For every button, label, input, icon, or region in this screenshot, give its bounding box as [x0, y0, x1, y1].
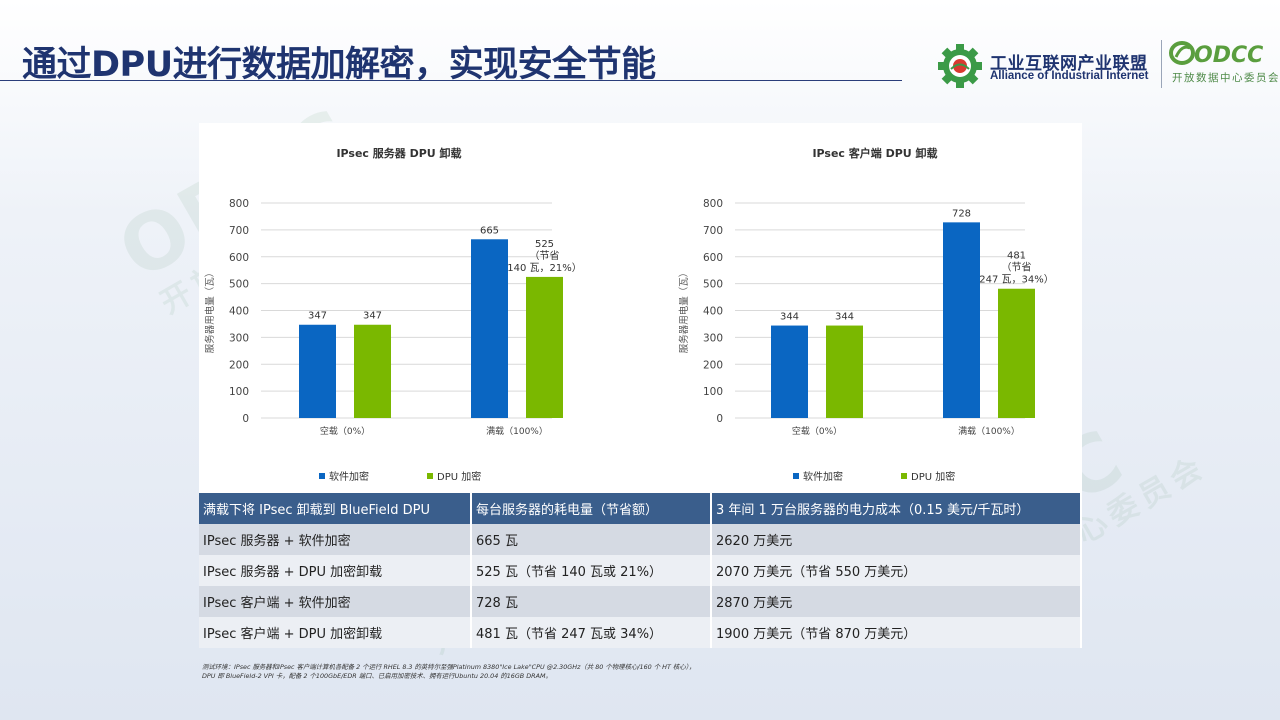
data-label: 247 瓦，34%）: [979, 274, 1054, 286]
bar: [526, 276, 563, 418]
y-tick-label: 300: [703, 332, 723, 344]
page-title: 通过DPU进行数据加解密，实现安全节能: [22, 45, 656, 85]
data-label: 347: [308, 311, 327, 322]
footnote-line: DPU 即 BlueField-2 VPI 卡，配备 2 个100GbE/EDR…: [202, 672, 552, 680]
bar: [943, 222, 980, 418]
y-tick-label: 100: [703, 386, 723, 398]
legend-label: 软件加密: [329, 470, 369, 483]
y-tick-label: 0: [242, 413, 249, 425]
y-tick-label: 200: [229, 359, 249, 371]
footnote-line: 测试环境：IPsec 服务器和IPsec 客户端计算机各配备 2 个运行 RHE…: [202, 663, 696, 671]
table-cell: 2620 万美元: [711, 524, 1082, 555]
legend-label: DPU 加密: [911, 470, 955, 483]
table-cell: 2070 万美元（节省 550 万美元）: [711, 555, 1082, 586]
y-axis-label: 服务器用电量（瓦）: [678, 268, 690, 354]
data-label: 140 瓦，21%）: [507, 262, 582, 274]
odcc-logo-text: ODCC: [1194, 43, 1263, 68]
y-tick-label: 500: [703, 279, 723, 291]
bar: [471, 239, 508, 418]
bar: [771, 325, 808, 418]
data-label: 344: [780, 312, 799, 323]
table-cell: IPsec 服务器 + DPU 加密卸载: [199, 555, 472, 586]
y-tick-label: 100: [229, 386, 249, 398]
table-row: IPsec 服务器 + DPU 加密卸载 525 瓦（节省 140 瓦或 21%…: [199, 555, 1082, 586]
y-tick-label: 300: [229, 332, 249, 344]
data-label: （节省: [530, 249, 560, 262]
data-label: 665: [480, 225, 499, 236]
data-label: 344: [835, 312, 854, 323]
data-label: （节省: [1002, 261, 1032, 274]
table-cell: 1900 万美元（节省 870 万美元）: [711, 617, 1082, 648]
title-divider: [0, 80, 902, 81]
bar: [354, 324, 391, 418]
y-tick-label: 400: [703, 306, 723, 318]
chart-title: IPsec 客户端 DPU 卸载: [812, 146, 937, 160]
legend-swatch: [901, 473, 907, 479]
x-tick-label: 空载（0%）: [320, 425, 370, 437]
table-row: IPsec 客户端 + 软件加密 728 瓦 2870 万美元: [199, 586, 1082, 617]
table-header-cell: 满载下将 IPsec 卸载到 BlueField DPU: [199, 493, 472, 524]
bar: [826, 325, 863, 418]
legend-swatch: [319, 473, 325, 479]
bar: [299, 324, 336, 418]
table-cell: IPsec 客户端 + 软件加密: [199, 586, 472, 617]
legend-swatch: [793, 473, 799, 479]
chart-panel: IPsec 服务器 DPU 卸载 0 100 200 300 400 500 600 700 80…: [199, 123, 1082, 494]
bar-charts: IPsec 服务器 DPU 卸载 0 100 200 300 400 500 600 700 80…: [204, 146, 1054, 483]
data-label: 728: [952, 208, 971, 219]
table-cell: 665 瓦: [471, 524, 712, 555]
data-label: 481: [1007, 251, 1026, 262]
y-tick-label: 0: [716, 413, 723, 425]
chart-title: IPsec 服务器 DPU 卸载: [336, 146, 461, 160]
y-tick-label: 600: [703, 252, 723, 264]
table-row: IPsec 客户端 + DPU 加密卸载 481 瓦（节省 247 瓦或 34%…: [199, 617, 1082, 648]
aii-logo-name-cn: 工业互联网产业联盟: [990, 54, 1148, 74]
odcc-logo-subtitle: 开放数据中心委员会: [1172, 72, 1280, 84]
table-cell: 481 瓦（节省 247 瓦或 34%）: [471, 617, 712, 648]
y-tick-label: 700: [703, 225, 723, 237]
table-cell: 2870 万美元: [711, 586, 1082, 617]
table-cell: 728 瓦: [471, 586, 712, 617]
data-label: 347: [363, 311, 382, 322]
legend-label: DPU 加密: [437, 470, 481, 483]
y-tick-label: 700: [229, 225, 249, 237]
power-cost-table: 满载下将 IPsec 卸载到 BlueField DPU 每台服务器的耗电量（节…: [199, 493, 1082, 648]
table-row: IPsec 服务器 + 软件加密 665 瓦 2620 万美元: [199, 524, 1082, 555]
y-tick-label: 800: [229, 198, 249, 210]
table-header-cell: 3 年间 1 万台服务器的电力成本（0.15 美元/千瓦时）: [711, 493, 1082, 524]
legend-swatch: [427, 473, 433, 479]
aii-logo-name-en: Alliance of Industrial Internet: [990, 70, 1149, 82]
aii-gear-logo-icon: [938, 44, 982, 88]
table-cell: IPsec 客户端 + DPU 加密卸载: [199, 617, 472, 648]
y-tick-label: 200: [703, 359, 723, 371]
data-label: 525: [535, 239, 554, 250]
x-tick-label: 空载（0%）: [792, 425, 842, 437]
bar: [998, 288, 1035, 418]
y-tick-label: 500: [229, 279, 249, 291]
table-header-cell: 每台服务器的耗电量（节省额）: [471, 493, 712, 524]
table-header-row: 满载下将 IPsec 卸载到 BlueField DPU 每台服务器的耗电量（节…: [199, 493, 1082, 524]
legend-label: 软件加密: [803, 470, 843, 483]
y-tick-label: 400: [229, 306, 249, 318]
y-axis-label: 服务器用电量（瓦）: [204, 268, 216, 354]
logo-divider: [1161, 40, 1162, 88]
odcc-logo-icon: ODCC: [1169, 41, 1263, 68]
table-cell: IPsec 服务器 + 软件加密: [199, 524, 472, 555]
y-tick-label: 600: [229, 252, 249, 264]
x-tick-label: 满载（100%）: [486, 425, 548, 437]
x-tick-label: 满载（100%）: [958, 425, 1020, 437]
table-cell: 525 瓦（节省 140 瓦或 21%）: [471, 555, 712, 586]
y-tick-label: 800: [703, 198, 723, 210]
test-environment-footnote: 测试环境：IPsec 服务器和IPsec 客户端计算机各配备 2 个运行 RHE…: [202, 663, 695, 681]
